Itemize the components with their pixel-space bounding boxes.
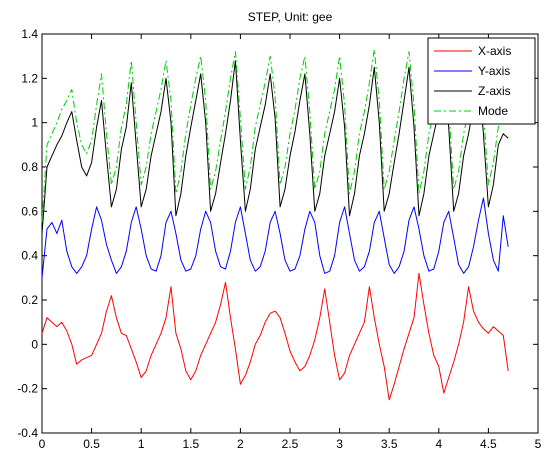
x-tick-label: 0 bbox=[39, 437, 46, 451]
series-line-mode bbox=[41, 49, 509, 223]
x-tick-label: 4.5 bbox=[480, 437, 497, 451]
legend-label: Mode bbox=[478, 104, 508, 118]
y-tick-label: 0.6 bbox=[21, 204, 38, 218]
y-tick-label: 0 bbox=[31, 337, 38, 351]
series-layer bbox=[41, 49, 509, 401]
x-tick-label: 2.5 bbox=[282, 437, 299, 451]
x-tick-label: 3 bbox=[336, 437, 343, 451]
x-tick-label: 4 bbox=[435, 437, 442, 451]
x-tick-label: 5 bbox=[535, 437, 542, 451]
y-tick-label: 1.2 bbox=[21, 71, 38, 85]
legend-label: Z-axis bbox=[478, 84, 511, 98]
x-tick-label: 3.5 bbox=[381, 437, 398, 451]
y-tick-label: 0.2 bbox=[21, 293, 38, 307]
legend-label: Y-axis bbox=[478, 64, 510, 78]
chart-title: STEP, Unit: gee bbox=[248, 10, 333, 24]
series-line-z-axis bbox=[41, 60, 509, 234]
series-line-x-axis bbox=[41, 272, 509, 401]
series-line-y-axis bbox=[41, 197, 509, 278]
x-tick-label: 1 bbox=[138, 437, 145, 451]
axis-ticks: 0 0.5 1 1.5 2 2.5 3 3.5 4 4.5 5 -0.4 -0.2 0 0.2 0.4 0.6 0… bbox=[17, 27, 541, 451]
y-tick-label: -0.2 bbox=[17, 382, 38, 396]
x-tick-label: 2 bbox=[237, 437, 244, 451]
legend: X-axis Y-axis Z-axis Mode bbox=[427, 37, 536, 125]
x-tick-label: 1.5 bbox=[182, 437, 199, 451]
legend-label: X-axis bbox=[478, 44, 511, 58]
x-tick-label: 0.5 bbox=[83, 437, 100, 451]
y-tick-label: 0.4 bbox=[21, 249, 38, 263]
y-tick-label: 1 bbox=[31, 116, 38, 130]
y-tick-label: 1.4 bbox=[21, 27, 38, 41]
y-tick-label: -0.4 bbox=[17, 426, 38, 440]
legend-box bbox=[427, 37, 536, 125]
y-tick-label: 0.8 bbox=[21, 160, 38, 174]
